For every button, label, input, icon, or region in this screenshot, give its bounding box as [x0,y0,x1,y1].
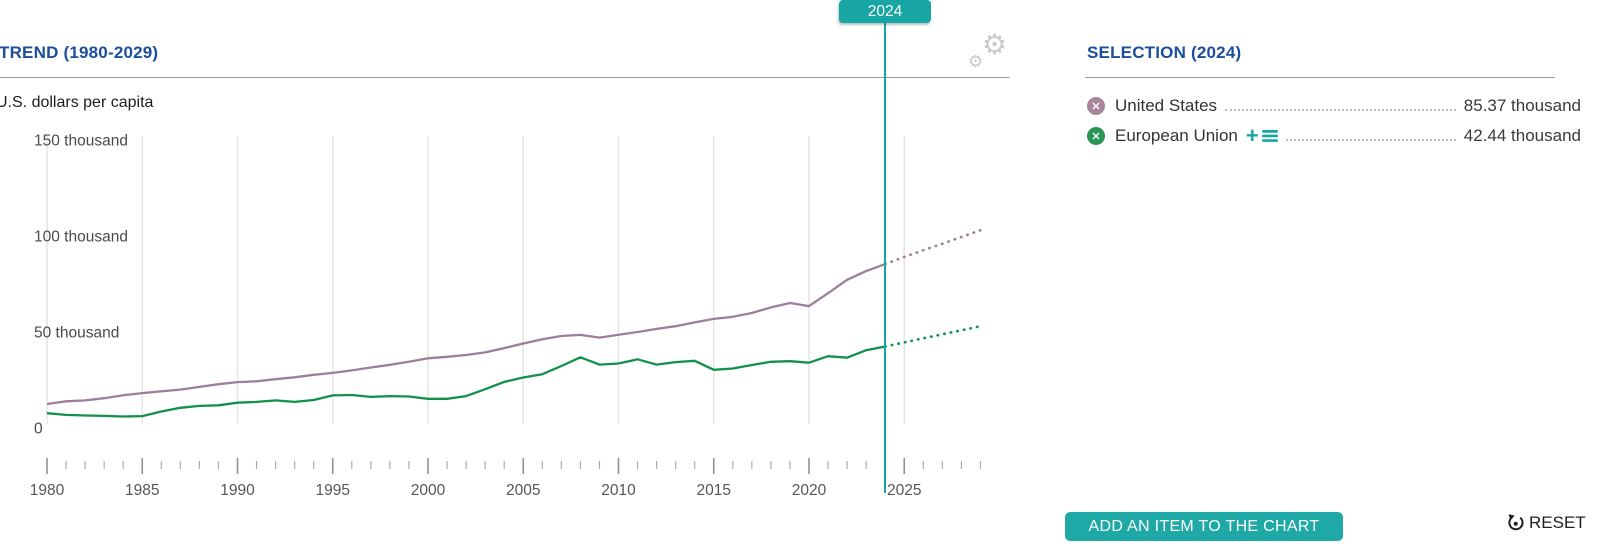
settings-gear-icon[interactable]: ⚙ ⚙ [968,29,1008,71]
y-axis-label-0: 0 [34,421,43,438]
y-axis-label-100: 100 thousand [34,229,128,246]
expand-group-plus-icon[interactable]: + [1245,123,1259,148]
selection-item-value: 85.37 thousand [1463,96,1581,115]
selection-item-label: European Union [1115,126,1238,145]
dotted-leader [1285,139,1456,141]
remove-item-icon[interactable]: ✕ [1087,97,1105,115]
series-projection-european-union [883,324,982,348]
selection-item-value: 42.44 thousand [1463,126,1581,145]
series-line-european-union [46,345,886,418]
x-axis-label-1980: 1980 [30,482,65,499]
year-marker-line[interactable] [884,22,886,493]
selection-row-united-states: ✕ United States 85.37 thousand [1087,91,1581,121]
selection-divider [1085,77,1555,78]
selection-item-label: United States [1115,96,1218,115]
selection-row-european-union: ✕ European Union +42.44 thousand [1087,121,1581,151]
trend-chart-plot[interactable]: 0 50 thousand 100 thousand 150 thousand 1980… [0,0,1010,510]
dotted-leader [1225,109,1456,111]
y-axis-label-50: 50 thousand [34,325,119,342]
trend-title: TREND (1980-2029) [0,43,159,62]
series-line-united-states [46,263,886,406]
x-axis-label-2020: 2020 [792,482,827,499]
x-axis-label-2000: 2000 [411,482,446,499]
x-axis-label-2010: 2010 [601,482,636,499]
reset-icon [1508,514,1524,531]
y-axis-label-150: 150 thousand [34,133,128,150]
x-axis-label-2005: 2005 [506,482,540,499]
x-axis-label-1985: 1985 [125,482,159,499]
x-axis-label-1990: 1990 [220,482,255,499]
x-axis-label-2025: 2025 [887,482,921,499]
x-axis-label-1995: 1995 [316,482,350,499]
selection-rows: ✕ United States 85.37 thousand ✕ European Un… [1087,91,1581,151]
year-marker-badge[interactable]: 2024 [839,0,931,23]
trend-divider [0,77,1010,78]
unit-label: U.S. dollars per capita [0,94,154,111]
group-list-icon[interactable] [1261,129,1278,143]
reset-label: RESET [1529,513,1586,532]
remove-item-icon[interactable]: ✕ [1087,127,1105,145]
x-axis-label-2015: 2015 [697,482,731,499]
add-item-button[interactable]: ADD AN ITEM TO THE CHART [1065,512,1343,541]
series-projection-united-states [883,228,982,266]
selection-title: SELECTION (2024) [1087,43,1242,62]
reset-button[interactable]: RESET [1506,513,1586,533]
